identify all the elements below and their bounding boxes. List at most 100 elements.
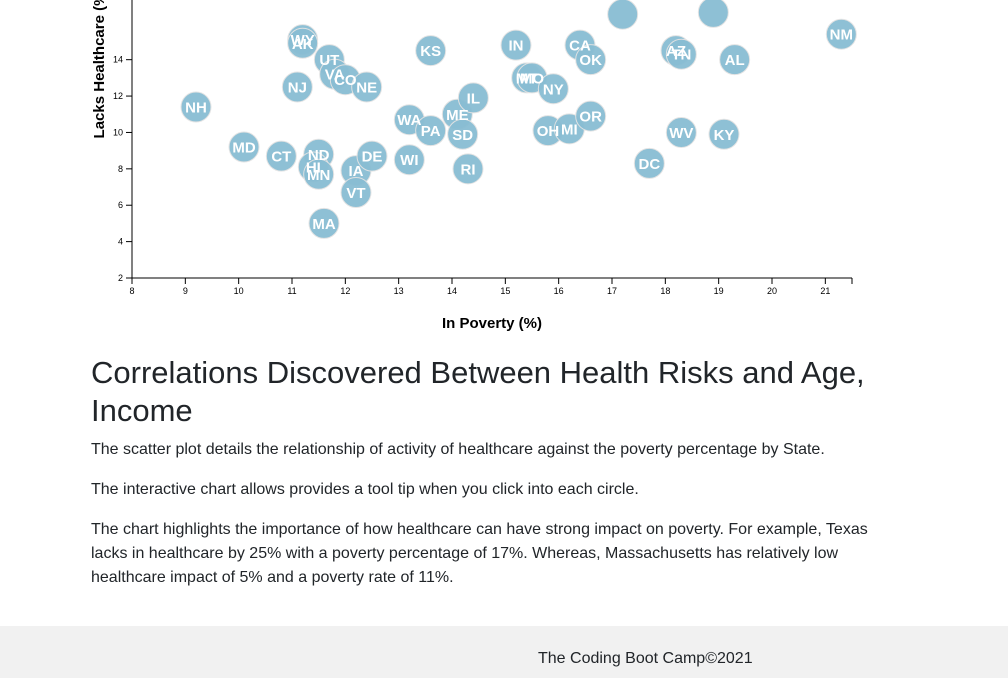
state-label-mt: MT — [516, 70, 538, 87]
state-label-tn: TN — [671, 47, 691, 64]
state-circle-mn — [303, 158, 335, 190]
state-label-ks: KS — [420, 43, 441, 60]
state-circle-ct — [265, 140, 297, 172]
state-label-in: IN — [509, 38, 524, 55]
state-label-wi: WI — [400, 152, 418, 169]
state-label-ne: NE — [356, 79, 377, 96]
x-tick-label: 18 — [660, 286, 670, 296]
y-tick-label: 8 — [118, 164, 123, 174]
state-circle — [697, 0, 729, 28]
state-circle-nh — [180, 91, 212, 123]
x-tick-label: 15 — [500, 286, 510, 296]
x-tick-label: 19 — [714, 286, 724, 296]
state-label-mo: MO — [520, 70, 544, 87]
state-label-mi: MI — [561, 121, 578, 138]
state-circle-ny — [537, 73, 569, 105]
state-label-ma: MA — [312, 216, 335, 233]
state-circle-wi — [393, 144, 425, 176]
state-circle-de — [356, 140, 388, 172]
state-circle-dc — [633, 147, 665, 179]
x-tick-label: 16 — [554, 286, 564, 296]
state-circle-in — [500, 29, 532, 61]
state-circle-ne — [351, 71, 383, 103]
state-circle-tn — [665, 38, 697, 70]
state-label-ut: UT — [319, 52, 339, 69]
x-tick-label: 17 — [607, 286, 617, 296]
state-circle-sd — [447, 118, 479, 150]
state-label-ct: CT — [271, 149, 291, 166]
y-tick-label: 4 — [118, 237, 123, 247]
x-tick-label: 9 — [183, 286, 188, 296]
state-label-de: DE — [362, 149, 383, 166]
state-label-dc: DC — [638, 156, 660, 173]
article-title: Correlations Discovered Between Health R… — [91, 355, 865, 428]
state-circle-il — [457, 82, 489, 114]
y-tick-label: 10 — [113, 127, 123, 137]
state-circle-ks — [415, 35, 447, 67]
state-label-sd: SD — [452, 127, 473, 144]
article-paragraph-1: The scatter plot details the relationshi… — [91, 441, 825, 458]
x-axis-title: In Poverty (%) — [442, 315, 542, 332]
state-label-ny: NY — [543, 81, 564, 98]
x-tick-label: 11 — [287, 286, 296, 296]
state-label-ok: OK — [579, 52, 602, 69]
state-label-wv: WV — [669, 125, 693, 142]
y-tick-label: 2 — [118, 273, 123, 283]
state-label-ca: CA — [569, 38, 591, 55]
state-label-or: OR — [579, 109, 602, 126]
state-label-al: AL — [725, 52, 745, 69]
state-circle-wv — [665, 116, 697, 148]
state-label-pa: PA — [421, 123, 441, 140]
state-circle-ok — [575, 44, 607, 76]
footer: The Coding Boot Camp©2021 — [0, 626, 1008, 678]
state-label-vt: VT — [346, 185, 365, 202]
scatter-chart: 8 9 10 11 12 13 14 15 16 17 18 19 20 21 2 4 6 8 10 12 14 In P… — [91, 0, 857, 332]
state-circle-nj — [281, 71, 313, 103]
state-circle-ak — [287, 27, 319, 59]
state-circle-ri — [452, 153, 484, 185]
state-label-ky: KY — [714, 127, 735, 144]
y-tick-label: 14 — [113, 55, 123, 65]
x-tick-label: 10 — [234, 286, 244, 296]
state-circle-ma — [308, 207, 340, 239]
x-tick-label: 14 — [447, 286, 457, 296]
state-circle-al — [719, 44, 751, 76]
state-label-ia: IA — [349, 163, 364, 180]
state-label-mn: MN — [307, 167, 330, 184]
state-label-wy: WY — [291, 32, 315, 49]
state-circle-nm — [825, 18, 857, 50]
article-paragraph-2: The interactive chart allows provides a … — [91, 481, 639, 498]
state-label-nh: NH — [185, 99, 207, 116]
y-axis-title: Lacks Healthcare (%) — [91, 0, 108, 138]
state-circle-vt — [340, 176, 372, 208]
state-circle-pa — [415, 115, 447, 147]
state-label-ri: RI — [461, 161, 476, 178]
x-tick-label: 12 — [340, 286, 350, 296]
state-label-me: ME — [446, 107, 469, 124]
x-tick-label: 20 — [767, 286, 777, 296]
state-label-wa: WA — [397, 112, 421, 129]
state-label-ak: AK — [292, 36, 314, 53]
state-circle — [607, 0, 639, 30]
y-tick-label: 12 — [113, 91, 123, 101]
article: Correlations Discovered Between Health R… — [91, 354, 901, 606]
x-tick-label: 13 — [394, 286, 404, 296]
state-label-oh: OH — [537, 123, 560, 140]
footer-text: The Coding Boot Camp©2021 — [538, 650, 753, 667]
article-paragraph-3: The chart highlights the importance of h… — [91, 521, 868, 586]
state-label-nj: NJ — [288, 79, 307, 96]
x-tick-label: 21 — [820, 286, 830, 296]
state-label-il: IL — [467, 90, 480, 107]
chart-svg: 8 9 10 11 12 13 14 15 16 17 18 19 20 21 2 4 6 8 10 12 14 In P… — [91, 0, 857, 332]
state-circle-ky — [708, 118, 740, 150]
state-label-va: VA — [325, 67, 345, 84]
state-circle-or — [575, 100, 607, 132]
state-label-az: AZ — [666, 43, 686, 60]
state-label-hi: HI — [306, 160, 321, 177]
x-tick-label: 8 — [129, 286, 134, 296]
state-circle-md — [228, 131, 260, 163]
state-label-nm: NM — [830, 27, 853, 44]
state-label-md: MD — [232, 140, 255, 157]
state-label-co: CO — [334, 72, 357, 89]
state-label-nd: ND — [308, 147, 330, 164]
